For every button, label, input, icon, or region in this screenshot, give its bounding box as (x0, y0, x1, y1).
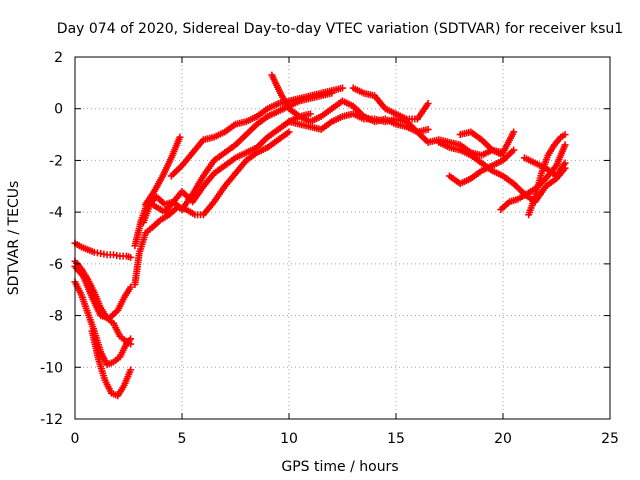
y-tick-label: -6 (49, 257, 63, 273)
y-axis-label: SDTVAR / TECUs (6, 181, 22, 296)
y-tick-label: -4 (49, 205, 63, 221)
series-arc-19 (520, 154, 569, 180)
axis-ticks: 0 5 10 15 20 25 -12 -10 -8 -6 -4 -2 0 2 (40, 50, 619, 447)
data-points (71, 71, 569, 400)
data-point (561, 159, 569, 167)
data-point (561, 141, 569, 149)
x-tick-label: 10 (280, 431, 298, 447)
series-arc-01 (71, 239, 135, 261)
series-arc-18 (525, 131, 569, 219)
data-point (424, 125, 432, 133)
data-point (127, 366, 135, 374)
data-point (561, 131, 569, 139)
y-tick-label: 0 (54, 102, 63, 118)
data-point (306, 110, 314, 118)
data-point (127, 283, 135, 291)
series-arc-13 (349, 84, 432, 123)
y-tick-label: -2 (49, 153, 63, 169)
series-arc-06 (131, 128, 293, 289)
data-point (127, 253, 135, 261)
data-point (510, 146, 518, 154)
series-arc-05 (88, 327, 135, 400)
x-tick-label: 15 (387, 431, 405, 447)
data-point (339, 84, 346, 92)
series-arc-16 (456, 128, 518, 157)
series-arc-09 (142, 133, 184, 208)
data-point (127, 335, 135, 343)
data-point (424, 100, 432, 108)
y-tick-label: -8 (49, 309, 63, 325)
y-tick-label: -12 (40, 412, 63, 428)
x-tick-label: 0 (71, 431, 80, 447)
x-tick-label: 20 (494, 431, 512, 447)
x-tick-label: 5 (178, 431, 187, 447)
y-tick-label: -10 (40, 360, 63, 376)
series-arc-04 (71, 262, 135, 322)
data-point (176, 133, 184, 141)
data-point (510, 128, 518, 136)
x-axis-label: GPS time / hours (281, 459, 398, 475)
plot-frame (74, 56, 611, 420)
chart-title: Day 074 of 2020, Sidereal Day-to-day VTE… (57, 21, 623, 37)
x-tick-label: 25 (601, 431, 619, 447)
series-arc-15 (446, 146, 518, 188)
data-point (285, 128, 293, 136)
y-tick-label: 2 (54, 50, 63, 66)
